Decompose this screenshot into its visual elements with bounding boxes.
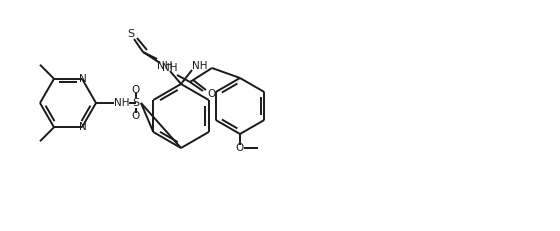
Text: O: O <box>132 111 140 121</box>
Text: N: N <box>79 122 87 132</box>
Text: O: O <box>132 85 140 95</box>
Text: NH: NH <box>192 61 208 71</box>
Text: NH: NH <box>162 63 178 73</box>
Text: S: S <box>132 98 139 108</box>
Text: S: S <box>128 29 134 39</box>
Text: NH: NH <box>114 98 130 108</box>
Text: O: O <box>236 143 244 153</box>
Text: NH: NH <box>157 61 172 71</box>
Text: O: O <box>207 89 215 99</box>
Text: N: N <box>79 74 87 84</box>
